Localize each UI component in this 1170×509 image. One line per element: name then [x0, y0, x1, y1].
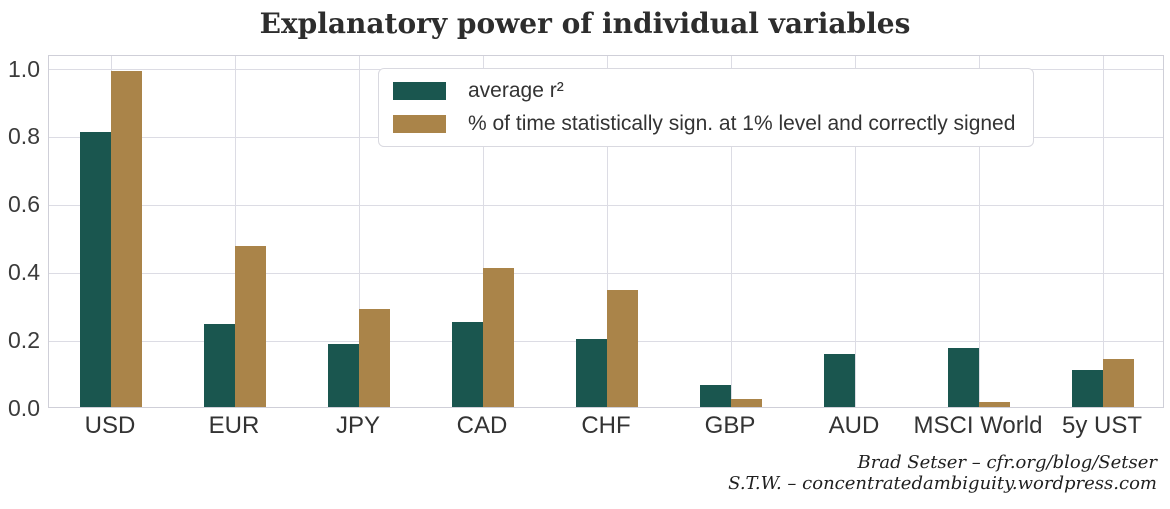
y-tick-label: 0.6	[8, 191, 40, 218]
bar-average-r2-AUD	[824, 354, 855, 407]
legend-label-pct-significant: % of time statistically sign. at 1% leve…	[468, 112, 1016, 135]
x-tick-label: CHF	[581, 412, 631, 439]
attribution-line-2: S.T.W. – concentratedambiguity.wordpress…	[728, 473, 1157, 494]
y-tick-label: 0.0	[8, 395, 40, 421]
gridline-vertical	[1102, 56, 1104, 407]
gridline-vertical	[854, 56, 856, 407]
gridline-vertical	[978, 56, 980, 407]
x-tick-label: JPY	[335, 412, 381, 439]
legend-item-average-r2: average r²	[393, 79, 1015, 103]
bar-pct-significant-GBP	[731, 398, 762, 407]
bar-pct-significant-5y UST	[1103, 359, 1134, 407]
legend-swatch-average-r2	[393, 82, 446, 100]
y-tick-label: 0.2	[8, 327, 40, 354]
bar-average-r2-CAD	[452, 322, 483, 407]
gridline-horizontal	[49, 204, 1163, 206]
x-tick-label: CAD	[456, 412, 508, 439]
bar-average-r2-GBP	[700, 384, 731, 407]
y-tick-label: 0.4	[8, 259, 40, 286]
bar-pct-significant-MSCI World	[979, 401, 1010, 407]
gridline-vertical	[730, 56, 732, 407]
legend-label-average-r2: average r²	[468, 79, 564, 102]
legend: average r² % of time statistically sign.…	[378, 68, 1035, 147]
bar-pct-significant-USD	[111, 70, 142, 407]
bar-pct-significant-CHF	[607, 289, 638, 407]
bar-average-r2-USD	[80, 132, 111, 407]
x-tick-label: AUD	[828, 412, 880, 439]
y-tick-label: 1.0	[8, 55, 40, 82]
legend-swatch-pct-significant	[393, 115, 446, 133]
bar-pct-significant-EUR	[235, 245, 266, 407]
bar-average-r2-EUR	[204, 323, 235, 407]
gridline-vertical	[606, 56, 608, 407]
gridline-vertical	[358, 56, 360, 407]
bar-average-r2-JPY	[328, 344, 359, 407]
x-tick-label: USD	[84, 412, 136, 439]
bar-average-r2-CHF	[576, 339, 607, 407]
bar-average-r2-MSCI World	[948, 347, 979, 407]
attribution-line-1: Brad Setser – cfr.org/blog/Setser	[857, 452, 1158, 473]
gridline-horizontal	[49, 272, 1163, 274]
attribution: Brad Setser – cfr.org/blog/Setser S.T.W.…	[728, 452, 1157, 494]
x-tick-label: MSCI World	[913, 412, 1043, 439]
y-tick-label: 0.8	[8, 123, 40, 150]
x-tick-label: EUR	[208, 412, 260, 439]
gridline-vertical	[482, 56, 484, 407]
gridline-vertical	[234, 56, 236, 407]
x-tick-label: 5y UST	[1061, 412, 1143, 439]
chart-title: Explanatory power of individual variable…	[259, 7, 911, 40]
legend-item-pct-significant: % of time statistically sign. at 1% leve…	[393, 112, 1015, 136]
bar-pct-significant-JPY	[359, 308, 390, 407]
bar-pct-significant-CAD	[483, 267, 514, 407]
x-tick-label: GBP	[704, 412, 756, 439]
bar-average-r2-5y UST	[1072, 369, 1103, 407]
